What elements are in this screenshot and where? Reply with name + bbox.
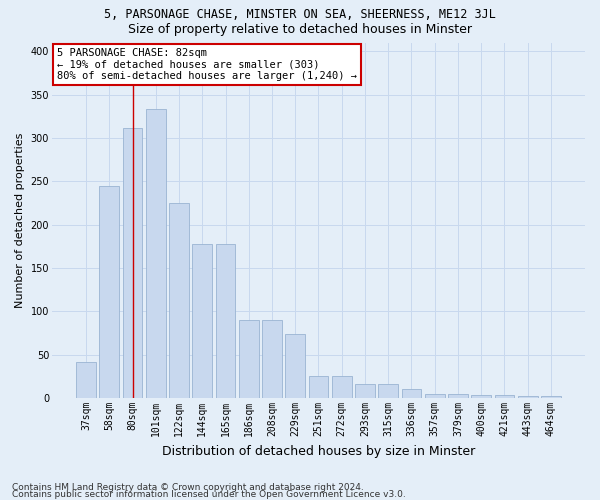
Bar <box>541 396 561 398</box>
Bar <box>332 376 352 398</box>
Bar <box>494 394 514 398</box>
Bar <box>169 203 189 398</box>
Y-axis label: Number of detached properties: Number of detached properties <box>15 132 25 308</box>
Bar <box>262 320 282 398</box>
Bar <box>425 394 445 398</box>
Bar <box>471 394 491 398</box>
Text: Size of property relative to detached houses in Minster: Size of property relative to detached ho… <box>128 22 472 36</box>
Bar <box>518 396 538 398</box>
Bar <box>76 362 96 398</box>
Bar <box>401 390 421 398</box>
Text: 5, PARSONAGE CHASE, MINSTER ON SEA, SHEERNESS, ME12 3JL: 5, PARSONAGE CHASE, MINSTER ON SEA, SHEE… <box>104 8 496 20</box>
Bar <box>122 128 142 398</box>
Text: 5 PARSONAGE CHASE: 82sqm
← 19% of detached houses are smaller (303)
80% of semi-: 5 PARSONAGE CHASE: 82sqm ← 19% of detach… <box>57 48 357 81</box>
Text: Contains public sector information licensed under the Open Government Licence v3: Contains public sector information licen… <box>12 490 406 499</box>
Bar <box>100 186 119 398</box>
Bar <box>286 334 305 398</box>
Bar <box>308 376 328 398</box>
Bar <box>215 244 235 398</box>
Bar <box>355 384 375 398</box>
Bar <box>146 110 166 398</box>
Bar <box>193 244 212 398</box>
Bar <box>379 384 398 398</box>
Bar <box>239 320 259 398</box>
X-axis label: Distribution of detached houses by size in Minster: Distribution of detached houses by size … <box>162 444 475 458</box>
Bar <box>448 394 468 398</box>
Text: Contains HM Land Registry data © Crown copyright and database right 2024.: Contains HM Land Registry data © Crown c… <box>12 484 364 492</box>
